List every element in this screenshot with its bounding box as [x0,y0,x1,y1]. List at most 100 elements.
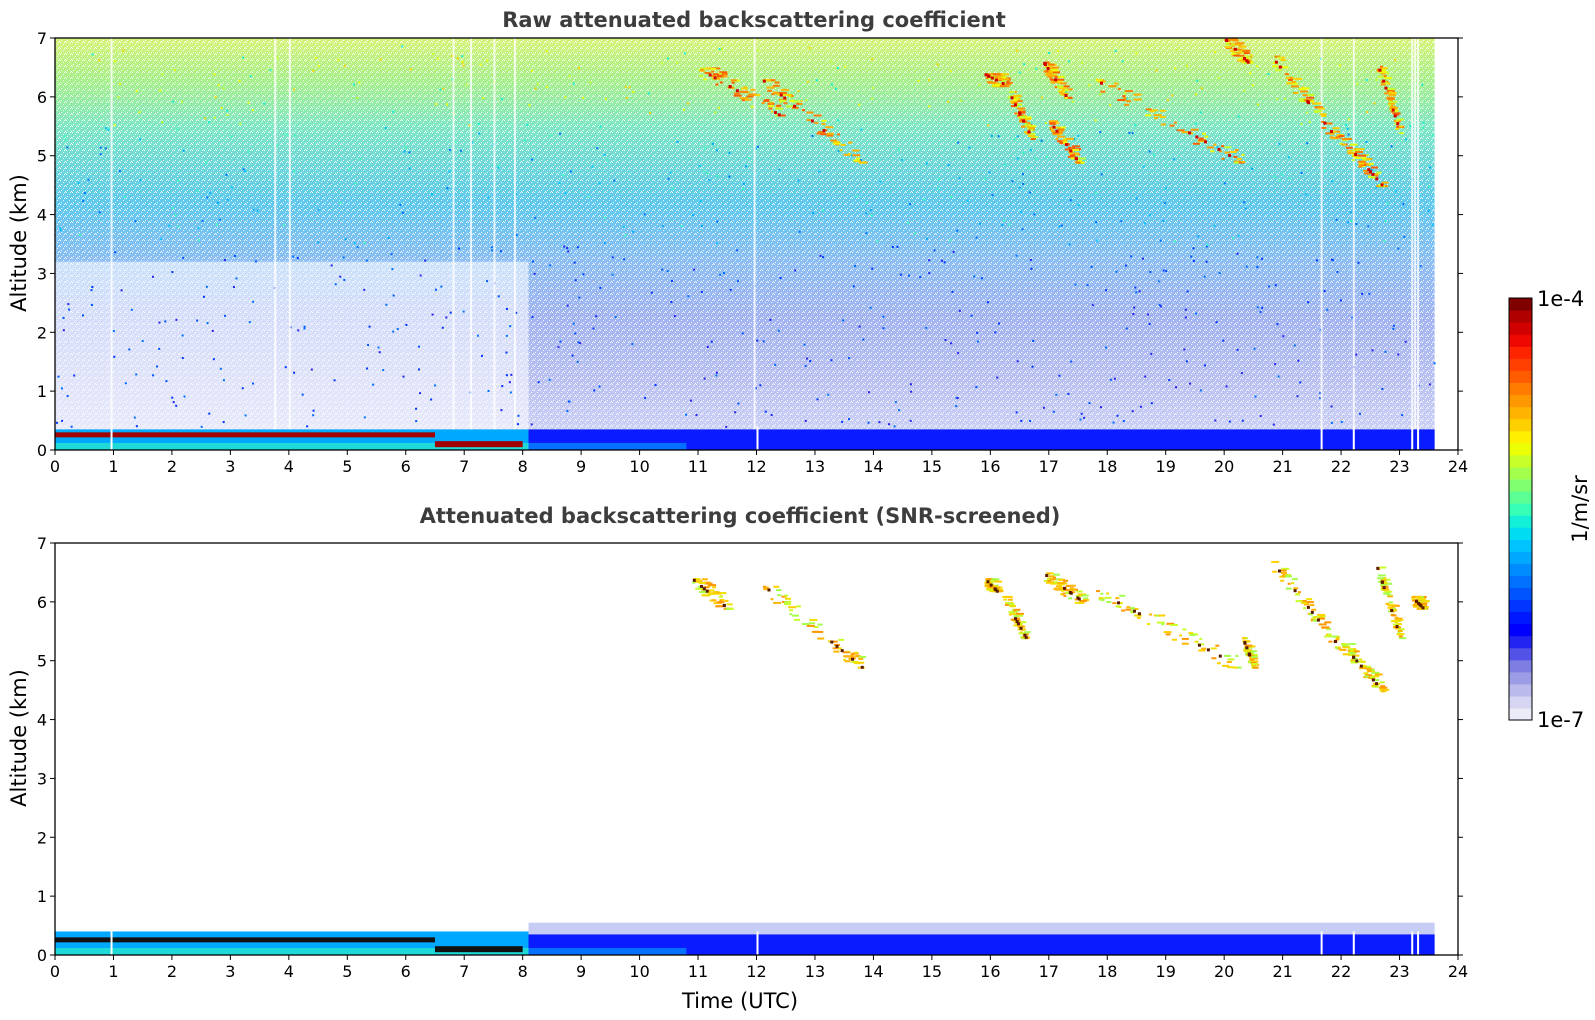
cloud-echo [1383,81,1388,84]
noise-speck [603,242,606,245]
colorbar-max-label: 1e-4 [1537,287,1584,311]
noise-speck [574,279,577,282]
noise-speck [841,420,844,423]
cloud-echo [1211,657,1217,660]
noise-speck [1016,157,1019,160]
cloud-echo [1377,75,1384,78]
cloud-echo [1052,71,1061,74]
cloud-core-echo [1278,65,1282,69]
noise-speck [130,308,133,311]
noise-speck [1032,339,1035,342]
cloud-echo [1280,579,1285,582]
cloud-echo [791,106,799,109]
cloud-echo [1249,658,1255,661]
noise-speck [1173,240,1176,243]
cloud-echo [821,123,826,126]
noise-speck [249,75,252,78]
cloud-echo [1004,603,1009,606]
cloud-echo [1352,654,1360,657]
cloud-echo [1080,601,1085,604]
noise-speck [141,340,144,343]
noise-speck [212,358,215,361]
cloud-echo [1286,82,1294,85]
noise-speck [1099,93,1102,96]
noise-speck [1336,270,1339,273]
cloud-echo [1019,120,1026,123]
cloud-echo [1053,576,1057,579]
cloud-echo [712,591,717,594]
cloud-core-echo [700,584,704,588]
y-tick-label: 2 [37,828,47,847]
cloud-echo [1244,644,1248,647]
noise-speck [1245,265,1248,268]
cloud-echo [1169,124,1175,127]
cloud-echo [718,595,723,598]
noise-speck [1033,213,1036,216]
noise-speck [415,420,418,423]
cloud-echo [1155,614,1161,617]
cloud-core-echo [1233,47,1237,51]
cloud-echo [1020,125,1025,128]
noise-speck [500,409,503,412]
cloud-echo [1326,627,1332,630]
cloud-echo [1060,82,1068,85]
cloud-echo [1115,597,1120,600]
noise-speck [408,167,411,170]
cloud-echo [1017,107,1026,110]
cloud-echo [1349,143,1358,146]
cloud-echo [719,598,725,601]
x-tick-label: 22 [1331,457,1351,476]
noise-speck [742,182,745,185]
noise-speck [337,58,340,61]
noise-speck [1371,349,1374,352]
cloud-echo [1060,593,1064,596]
noise-speck [390,253,393,256]
missing-profile-streak [493,38,496,450]
cloud-echo [1395,113,1400,116]
noise-speck [591,165,594,168]
noise-speck [762,340,765,343]
noise-speck [686,102,689,105]
cloud-echo [1013,608,1021,611]
cloud-echo [1251,655,1258,658]
noise-speck [1090,265,1093,268]
cloud-echo [1420,604,1426,607]
noise-speck [356,246,359,249]
cloud-echo [1050,127,1054,130]
cloud-echo [1004,595,1013,598]
cloud-echo [1046,572,1051,575]
cloud-core-echo [1382,586,1386,590]
noise-speck [957,141,960,144]
cloud-echo [788,606,797,609]
noise-speck [703,146,706,149]
cloud-echo [1331,137,1339,140]
cloud-core-echo [1417,601,1421,605]
cloud-echo [1173,121,1177,124]
x-tick-label: 22 [1331,962,1351,981]
cloud-echo [772,91,778,94]
noise-speck [1428,166,1431,169]
noise-speck [596,147,599,150]
noise-speck [409,68,412,71]
cloud-echo [1156,621,1165,624]
noise-speck [1011,180,1014,183]
noise-speck [714,111,717,114]
noise-speck [673,315,676,318]
cloud-echo [1341,643,1348,646]
cloud-echo [1002,76,1007,79]
noise-speck [1134,286,1137,289]
noise-speck [282,223,285,226]
colorbar-swatch [1509,683,1532,697]
cloud-echo [1059,141,1067,144]
noise-speck [573,261,576,264]
noise-speck [1293,344,1296,347]
cloud-core-echo [1293,589,1297,593]
noise-speck [415,407,418,410]
noise-speck [205,285,208,288]
cloud-core-echo [1384,86,1388,90]
cloud-echo [1198,649,1206,652]
noise-speck [1027,166,1030,169]
cloud-echo [1047,572,1054,575]
cloud-echo [1384,92,1391,95]
cloud-echo [1281,567,1290,570]
